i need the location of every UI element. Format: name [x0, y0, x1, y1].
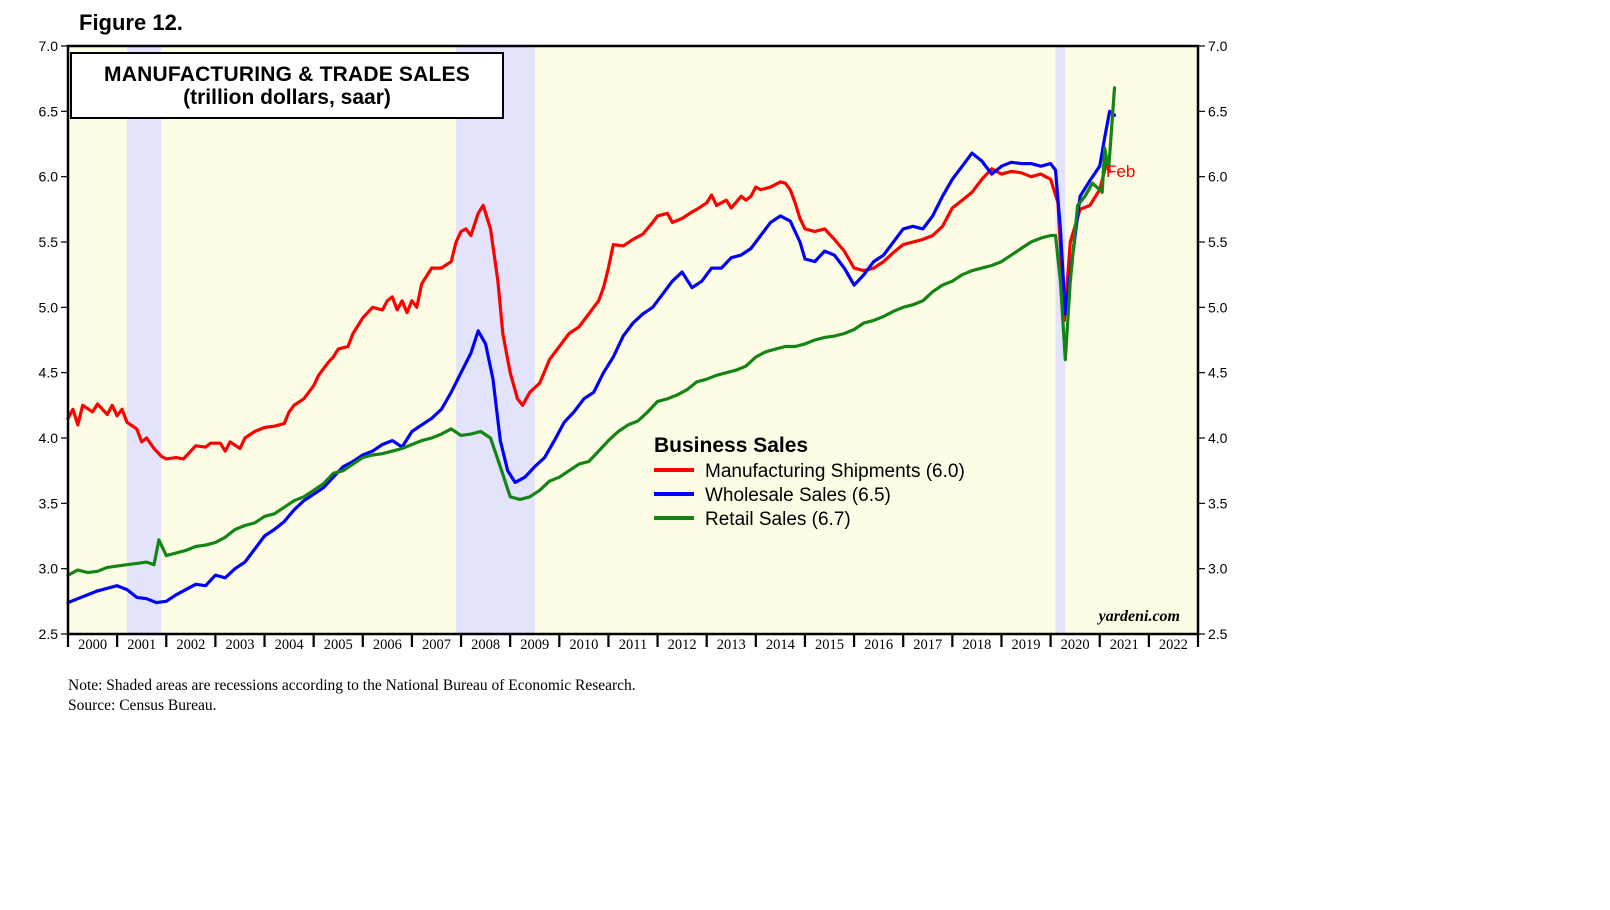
watermark: yardeni.com — [1097, 608, 1180, 625]
x-tick-label: 2018 — [962, 637, 991, 653]
y-tick-label-right: 7.0 — [1208, 38, 1228, 54]
y-tick-label-right: 2.5 — [1208, 626, 1228, 642]
legend-label-retail: Retail Sales (6.7) — [705, 509, 851, 530]
y-tick-label: 6.0 — [39, 169, 59, 185]
x-tick-label: 2001 — [127, 637, 156, 653]
y-tick-label-right: 5.0 — [1208, 299, 1228, 315]
note-line: Note: Shaded areas are recessions accord… — [68, 677, 636, 694]
chart-notes: Note: Shaded areas are recessions accord… — [68, 676, 636, 716]
x-tick-label: 2003 — [225, 637, 254, 653]
y-tick-label: 4.5 — [39, 365, 59, 381]
x-tick-label: 2020 — [1061, 637, 1090, 653]
y-tick-label-right: 5.5 — [1208, 234, 1228, 250]
legend-label-wholesale: Wholesale Sales (6.5) — [705, 485, 891, 506]
x-tick-label: 2014 — [766, 637, 796, 653]
recession-shading — [126, 46, 1066, 634]
source-line: Source: Census Bureau. — [68, 697, 217, 714]
x-tick-label: 2009 — [520, 637, 549, 653]
y-tick-label-right: 4.0 — [1208, 430, 1228, 446]
y-tick-label-right: 3.5 — [1208, 495, 1228, 511]
legend: Business Sales Manufacturing Shipments (… — [654, 434, 965, 530]
x-tick-label: 2000 — [78, 637, 107, 653]
y-tick-label-right: 3.0 — [1208, 561, 1228, 577]
y-tick-label: 7.0 — [39, 38, 59, 54]
x-tick-label: 2016 — [864, 637, 893, 653]
x-tick-label: 2017 — [913, 637, 942, 653]
legend-label-manufacturing: Manufacturing Shipments (6.0) — [705, 461, 965, 482]
y-tick-label-right: 6.5 — [1208, 103, 1228, 119]
x-axis: 2000 2001 2002 2003 2004 2005 2006 2007 2008 2009… — [66, 634, 1200, 653]
feb-annotation: Feb — [1106, 162, 1135, 181]
x-tick-label: 2013 — [717, 637, 746, 653]
y-axis-right: 2.5 3.0 3.5 4.0 4.5 5.0 5.5 6.0 6.5 7.0 — [1198, 38, 1228, 642]
plot-background — [68, 46, 1198, 634]
x-tick-label: 2005 — [324, 637, 353, 653]
chart-title-box: MANUFACTURING & TRADE SALES (trillion do… — [70, 52, 504, 119]
y-tick-label: 4.0 — [39, 430, 59, 446]
series-lines — [66, 86, 1117, 605]
figure-label: Figure 12. — [79, 10, 183, 35]
x-tick-label: 2007 — [422, 637, 451, 653]
chart-subtitle: (trillion dollars, saar) — [183, 86, 391, 109]
y-tick-label: 5.5 — [39, 234, 59, 250]
y-tick-label: 3.0 — [39, 561, 59, 577]
x-tick-label: 2015 — [815, 637, 844, 653]
legend-title: Business Sales — [654, 434, 808, 457]
y-tick-label: 3.5 — [39, 495, 59, 511]
x-tick-label: 2022 — [1159, 637, 1188, 653]
y-axis-left: 2.5 3.0 3.5 4.0 4.5 5.0 5.5 6.0 6.5 7.0 — [39, 38, 68, 642]
recession-band — [126, 46, 162, 634]
series-line-wholesale — [66, 109, 1117, 605]
y-tick-label: 2.5 — [39, 626, 59, 642]
x-tick-label: 2002 — [176, 637, 205, 653]
x-tick-label: 2004 — [275, 637, 305, 653]
chart-title: MANUFACTURING & TRADE SALES — [104, 63, 470, 86]
x-tick-label: 2019 — [1012, 637, 1041, 653]
y-tick-label-right: 4.5 — [1208, 365, 1228, 381]
x-tick-label: 2010 — [569, 637, 598, 653]
x-tick-label: 2021 — [1110, 637, 1139, 653]
y-tick-label: 6.5 — [39, 103, 59, 119]
series-line-retail — [66, 86, 1117, 577]
x-tick-label: 2012 — [668, 637, 697, 653]
x-tick-label: 2011 — [619, 637, 647, 653]
series-line-manufacturing — [66, 159, 1112, 461]
y-tick-label: 5.0 — [39, 299, 59, 315]
recession-band — [1055, 46, 1066, 634]
x-tick-label: 2006 — [373, 637, 402, 653]
recession-band — [456, 46, 535, 634]
x-tick-label: 2008 — [471, 637, 500, 653]
y-tick-label-right: 6.0 — [1208, 169, 1228, 185]
plot-frame — [66, 44, 1200, 636]
